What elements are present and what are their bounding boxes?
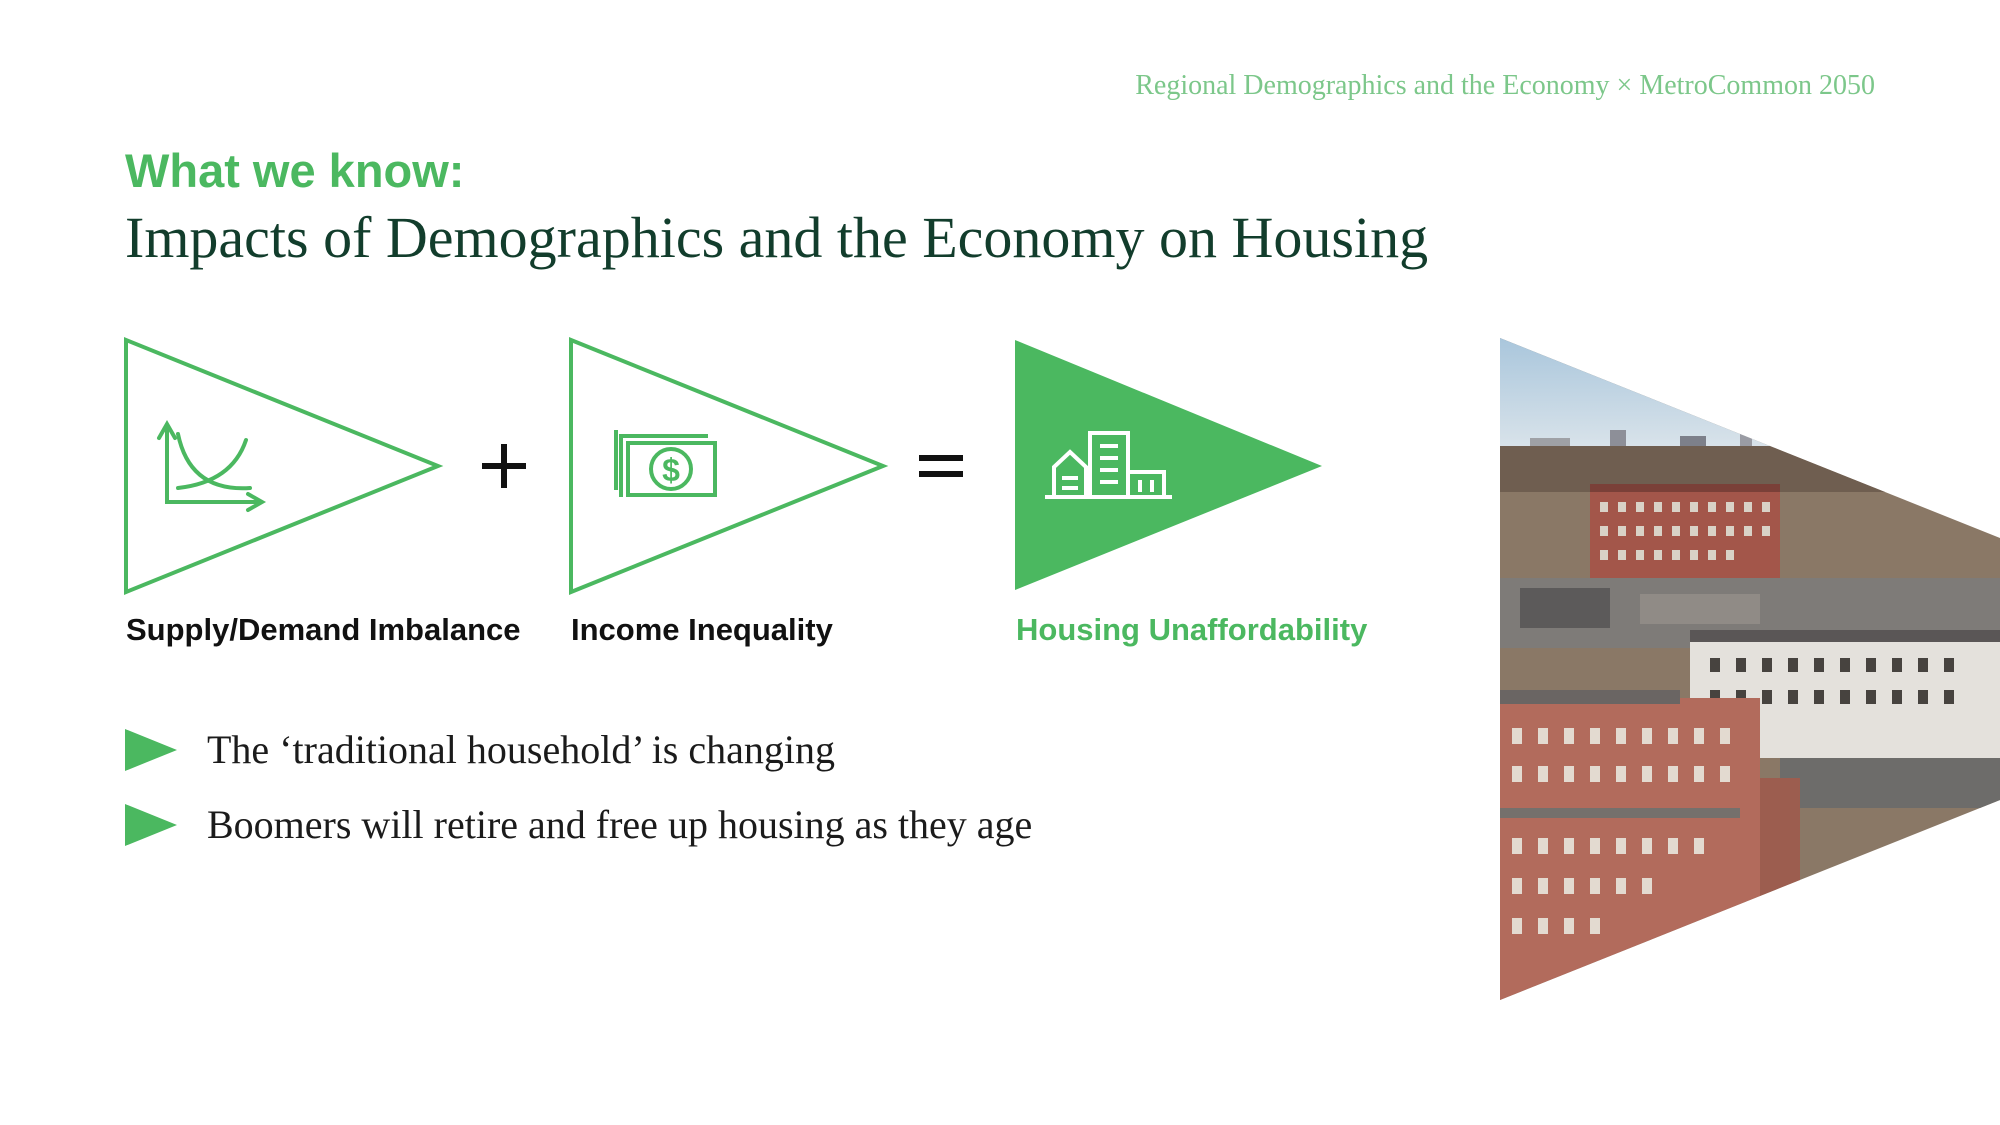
svg-text:$: $ [662,452,680,488]
slide-kicker: What we know: [125,144,465,197]
header-caption: Regional Demographics and the Economy × … [1135,70,1875,101]
dollar-bill-icon: $ [614,430,717,497]
equals-sign [919,455,963,477]
bullet-text: Boomers will retire and free up housing … [207,802,1033,847]
bullet-item: The ‘traditional household’ is changing [125,712,1032,787]
supply-demand-triangle [124,337,444,595]
income-inequality-label: Income Inequality [571,612,833,647]
triangle-bullet-icon [125,803,177,846]
housing-unaffordability-label: Housing Unaffordability [1016,612,1368,647]
bullet-text: The ‘traditional household’ is changing [207,727,835,772]
triangle-bullet-icon [125,728,177,771]
aerial-city-photo [1500,338,2000,1000]
slide-title: Impacts of Demographics and the Economy … [125,205,1429,270]
bullet-list: The ‘traditional household’ is changing … [125,712,1032,862]
income-inequality-triangle [569,337,889,595]
plus-sign [482,444,526,488]
supply-demand-label: Supply/Demand Imbalance [126,612,521,647]
bullet-item: Boomers will retire and free up housing … [125,787,1032,862]
supply-demand-chart-icon [157,419,267,512]
housing-unaffordability-triangle [1015,340,1322,590]
buildings-icon [1045,431,1172,499]
